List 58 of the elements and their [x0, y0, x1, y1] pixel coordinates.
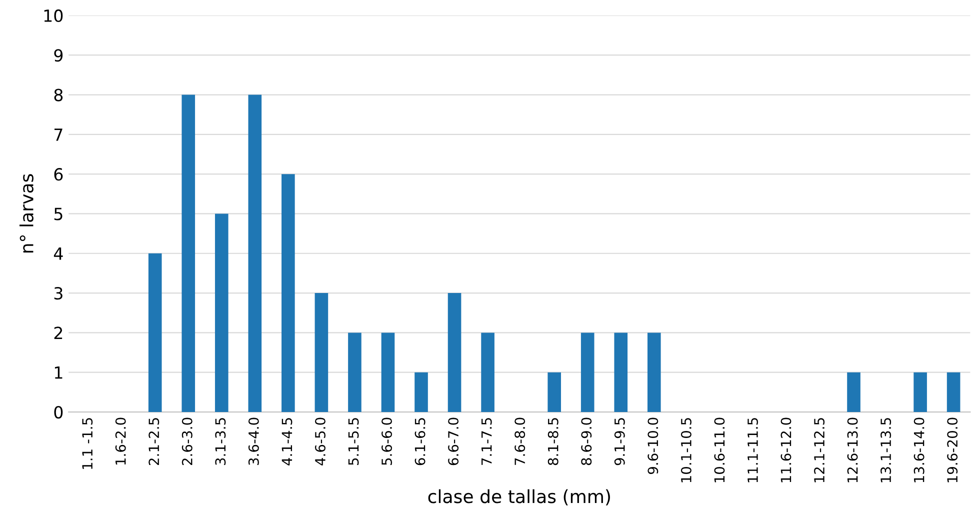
x-tick-label: 3.1-3.5 — [215, 418, 226, 465]
x-tick-label: 5.1-5.5 — [348, 418, 359, 465]
bar — [314, 293, 328, 412]
bar — [214, 214, 228, 412]
x-tick-label: 5.6-6.0 — [382, 418, 392, 465]
bar — [946, 372, 960, 412]
x-tick-label: 7.6-8.0 — [514, 418, 526, 465]
bar — [914, 372, 927, 412]
x-tick-label: 13.6-14.0 — [914, 418, 924, 482]
x-tick-label: 6.6-7.0 — [448, 418, 459, 466]
x-tick-label: 10.6-11.0 — [714, 418, 725, 482]
y-tick-label: 5 — [54, 208, 62, 220]
x-tick-label: 2.1-2.5 — [148, 418, 160, 466]
x-tick-label: 4.1-4.5 — [282, 418, 292, 466]
x-tick-label: 12.1-12.5 — [814, 418, 825, 482]
x-tick-label: 11.6-12.0 — [780, 418, 792, 482]
x-tick-label: 1.1 -1.5 — [82, 418, 93, 469]
bar — [448, 293, 462, 412]
bar — [580, 332, 594, 412]
y-tick-label: 6 — [54, 168, 63, 181]
bar — [481, 332, 494, 412]
bar — [414, 372, 428, 412]
y-tick-label: 8 — [54, 88, 63, 102]
x-tick-label: 11.1-11.5 — [748, 418, 758, 482]
bar — [182, 94, 196, 412]
bar — [847, 372, 860, 412]
bar — [548, 372, 561, 412]
x-tick-label: 2.6-3.0 — [182, 418, 192, 466]
y-tick-label: 2 — [54, 326, 62, 340]
x-tick-label: 4.6-5.0 — [314, 418, 326, 466]
y-axis-title: n° larvas — [20, 174, 34, 253]
x-tick-label: 3.6-4.0 — [248, 418, 259, 465]
x-tick-label: 9.1-9.5 — [614, 418, 625, 466]
x-tick-label: 13.1-13.5 — [880, 418, 892, 482]
y-tick-label: 7 — [54, 128, 62, 141]
y-tick-label: 3 — [54, 286, 62, 300]
bar — [282, 174, 295, 412]
y-tick-label: 9 — [54, 49, 63, 62]
y-tick-label: 10 — [44, 9, 63, 22]
y-tick-label: 4 — [54, 248, 63, 260]
x-tick-label: 8.1-8.5 — [548, 418, 558, 466]
x-tick-label: 9.6-10.0 — [648, 418, 658, 474]
x-tick-label: 8.6-9.0 — [581, 418, 592, 466]
x-tick-label: 12.6-13.0 — [847, 418, 858, 482]
x-tick-label: 7.1-7.5 — [482, 418, 492, 465]
bar — [148, 253, 162, 412]
x-tick-label: 6.1-6.5 — [414, 418, 426, 466]
bar — [647, 332, 661, 412]
bar — [248, 94, 262, 412]
y-tick-label: 0 — [54, 406, 63, 419]
x-tick-label: 10.1-10.5 — [680, 418, 692, 482]
bar — [381, 332, 395, 412]
x-tick-label: 19.6-20.0 — [947, 418, 958, 482]
bar — [348, 332, 362, 412]
x-axis-title: clase de tallas (mm) — [428, 489, 610, 506]
bar — [614, 332, 628, 412]
y-tick-label: 1 — [54, 366, 62, 379]
x-tick-label: 1.6-2.0 — [115, 418, 126, 465]
